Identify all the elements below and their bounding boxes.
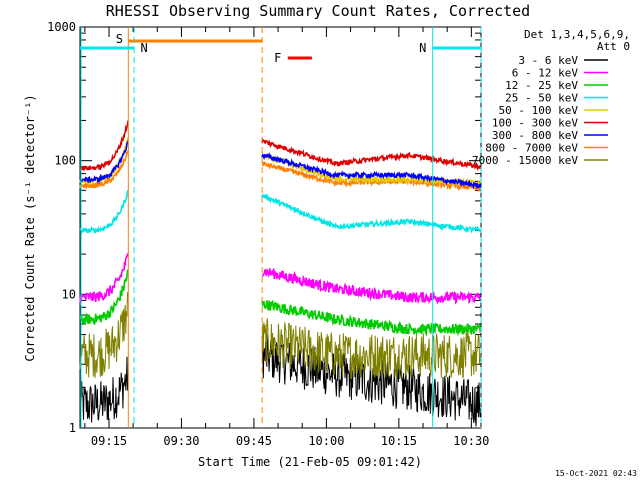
series-line — [79, 269, 129, 326]
series-line — [261, 152, 482, 190]
series-line — [79, 292, 129, 378]
series-line — [79, 150, 129, 190]
legend-header-line1: Det 1,3,4,5,6,9, — [524, 28, 630, 41]
plot-area: 1 10 100 1000 09:15 09:30 09:45 10:00 10:15 10:30… — [47, 20, 489, 448]
series-line — [261, 318, 482, 380]
timestamp: 15-Oct-2021 02:43 — [555, 469, 637, 478]
y-tick-label: 1000 — [47, 20, 76, 34]
legend-label: 100 - 300 keV — [492, 117, 578, 130]
legend-header-line2: Att 0 — [597, 40, 630, 53]
series-line — [261, 299, 482, 337]
y-tick-label: 100 — [54, 154, 76, 168]
x-tick-label: 09:45 — [236, 434, 272, 448]
chart-title: RHESSI Observing Summary Count Rates, Co… — [106, 2, 530, 20]
series-line — [79, 356, 129, 423]
x-tick-label: 09:30 — [163, 434, 199, 448]
legend-label: 300 - 800 keV — [492, 129, 578, 142]
series-line — [79, 189, 129, 235]
y-tick-label: 1 — [69, 421, 76, 435]
legend-label: 12 - 25 keV — [505, 79, 578, 92]
x-tick-label: 10:30 — [453, 434, 489, 448]
x-tick-label: 10:00 — [308, 434, 344, 448]
flare-label: F — [274, 51, 281, 65]
y-axis-label: Corrected Count Rate (s⁻¹ detector⁻¹) — [23, 94, 37, 361]
night-label: N — [140, 41, 147, 55]
legend-label: 3 - 6 keV — [518, 54, 578, 67]
y-tick-label: 10 — [62, 287, 76, 301]
series-line — [261, 161, 482, 193]
x-tick-label: 10:15 — [381, 434, 417, 448]
series-line — [79, 140, 129, 185]
legend-label: 25 - 50 keV — [505, 92, 578, 105]
series-line — [79, 252, 129, 306]
x-axis-label: Start Time (21-Feb-05 09:01:42) — [198, 455, 422, 469]
legend-label: 50 - 100 keV — [499, 104, 579, 117]
legend-label: 6 - 12 keV — [512, 67, 579, 80]
series-line — [261, 193, 482, 234]
series-line — [261, 268, 482, 305]
series-line — [79, 120, 129, 172]
x-tick-label: 09:15 — [91, 434, 127, 448]
series-line — [261, 137, 482, 171]
saa-label: S — [116, 32, 123, 46]
legend-label: 800 - 7000 keV — [485, 142, 578, 155]
night-label: N — [419, 41, 426, 55]
legend-label: 7000 - 15000 keV — [472, 154, 578, 167]
